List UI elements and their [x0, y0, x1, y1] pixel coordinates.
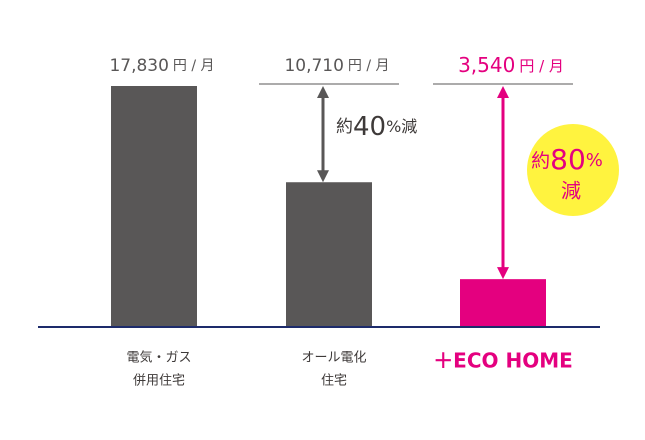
badge	[527, 124, 619, 216]
annotation: 約80%	[531, 143, 603, 176]
bar	[460, 279, 546, 327]
annotation-suffix: %減	[386, 117, 417, 136]
annotation-prefix: 約	[336, 117, 353, 137]
annotation-line2: 減	[561, 179, 581, 203]
category-label: ＋ECO HOME	[433, 349, 573, 373]
bar	[286, 182, 372, 327]
unit-text: 円 / 月	[173, 58, 215, 74]
value-text: 17,830	[109, 56, 168, 76]
annotation: 約40%減	[336, 112, 417, 142]
value-label: 10,710 円 / 月	[284, 56, 389, 76]
bar	[111, 86, 197, 327]
annotation-number: 80	[550, 143, 586, 176]
category-label: 併用住宅	[133, 374, 185, 389]
category-label: オール電化	[301, 351, 366, 366]
annotation-number: 40	[353, 112, 386, 142]
category-label: 電気・ガス	[126, 350, 191, 366]
value-text: 3,540	[458, 53, 515, 77]
unit-text: 円 / 月	[348, 58, 390, 74]
value-label: 3,540 円 / 月	[458, 53, 564, 77]
unit-text: 円 / 月	[519, 57, 564, 75]
value-label: 17,830 円 / 月	[109, 56, 214, 76]
annotation-prefix: 約	[531, 150, 550, 172]
category-label: 住宅	[321, 374, 347, 389]
value-text: 10,710	[284, 56, 343, 76]
annotation-suffix: %	[586, 150, 603, 171]
